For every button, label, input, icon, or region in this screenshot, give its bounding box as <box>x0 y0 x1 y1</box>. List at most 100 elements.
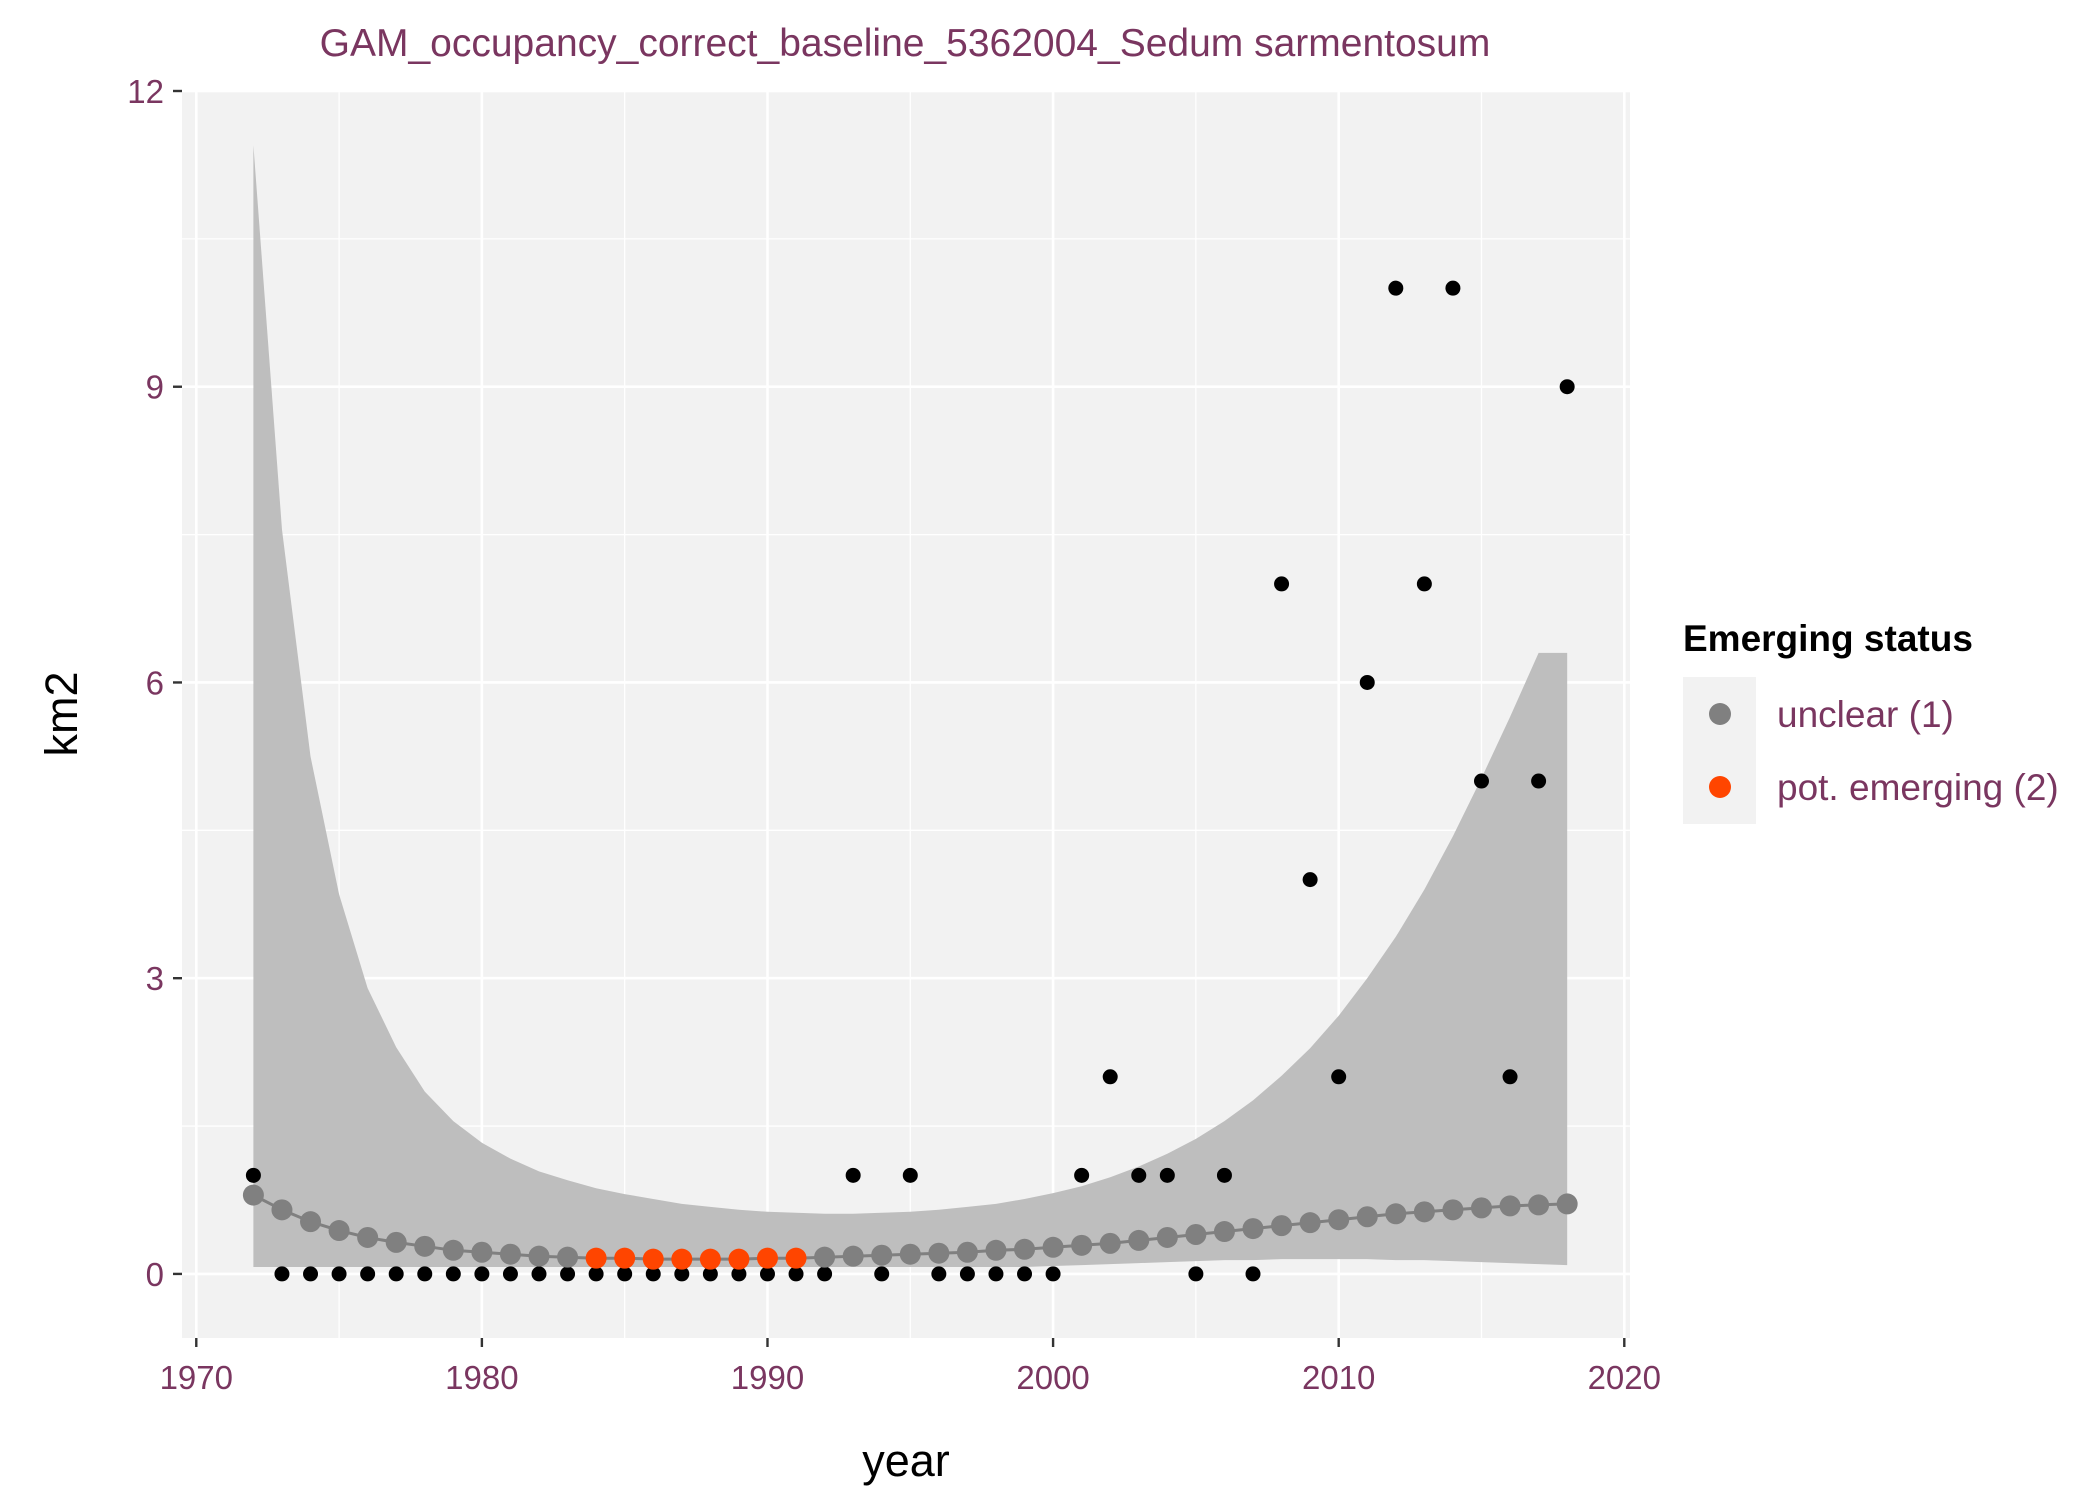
legend-title: Emerging status <box>1683 618 1973 659</box>
fit-point-unclear <box>871 1244 893 1266</box>
x-tick-label: 1980 <box>445 1359 518 1396</box>
x-axis: 1970 1980 1990 2000 2010 2020 <box>160 1338 1661 1396</box>
observed-points-layer <box>245 280 1575 1282</box>
observed-point <box>902 1167 918 1183</box>
fit-point-emerging <box>642 1248 664 1270</box>
fit-point-unclear <box>1213 1221 1235 1243</box>
grid-minor <box>182 91 1630 1338</box>
fit-point-unclear <box>1556 1193 1578 1215</box>
observed-point <box>1245 1266 1261 1282</box>
fit-point-unclear <box>1128 1229 1150 1251</box>
observed-point <box>474 1266 490 1282</box>
y-tick-label: 3 <box>146 960 164 997</box>
observed-point <box>702 1266 718 1282</box>
fit-point-unclear <box>1528 1194 1550 1216</box>
observed-point <box>874 1266 890 1282</box>
fit-point-unclear <box>300 1211 322 1233</box>
x-axis-label: year <box>862 1435 950 1486</box>
observed-point <box>617 1266 633 1282</box>
fit-point-unclear <box>1385 1203 1407 1225</box>
fit-point-unclear <box>414 1235 436 1257</box>
fit-point-emerging <box>728 1248 750 1270</box>
observed-point <box>1502 1069 1518 1085</box>
y-tick-label: 12 <box>127 73 164 110</box>
fit-point-unclear <box>1242 1218 1264 1240</box>
observed-point <box>1159 1167 1175 1183</box>
x-tick-label: 1990 <box>731 1359 804 1396</box>
observed-point <box>1416 576 1432 592</box>
fit-point-emerging <box>671 1248 693 1270</box>
observed-point <box>759 1266 775 1282</box>
fit-point-unclear <box>1042 1236 1064 1258</box>
fit-point-unclear <box>985 1239 1007 1261</box>
fit-point-unclear <box>271 1199 293 1221</box>
x-tick-label: 1970 <box>160 1359 233 1396</box>
fit-point-unclear <box>357 1226 379 1248</box>
observed-point <box>788 1266 804 1282</box>
observed-point <box>959 1266 975 1282</box>
observed-point <box>1473 773 1489 789</box>
fit-point-unclear <box>1499 1195 1521 1217</box>
fit-point-unclear <box>1271 1215 1293 1237</box>
y-tick-label: 0 <box>146 1256 164 1293</box>
chart-title: GAM_occupancy_correct_baseline_5362004_S… <box>320 22 1491 65</box>
legend: Emerging status unclear (1) pot. emergin… <box>1683 618 2059 824</box>
observed-point <box>1388 280 1404 296</box>
observed-point <box>1131 1167 1147 1183</box>
fit-point-emerging <box>585 1247 607 1269</box>
fit-point-emerging <box>756 1247 778 1269</box>
observed-point <box>417 1266 433 1282</box>
fit-point-unclear <box>1356 1206 1378 1228</box>
observed-point <box>1559 379 1575 395</box>
observed-point <box>817 1266 833 1282</box>
fit-point-unclear <box>814 1246 836 1268</box>
fit-point-unclear <box>842 1245 864 1267</box>
observed-point <box>445 1266 461 1282</box>
fit-point-unclear <box>1185 1223 1207 1245</box>
confidence-ribbon <box>253 145 1568 1268</box>
observed-point <box>303 1266 319 1282</box>
observed-point <box>1531 773 1547 789</box>
fit-point-unclear <box>471 1241 493 1263</box>
observed-point <box>360 1266 376 1282</box>
legend-label-emerging: pot. emerging (2) <box>1777 767 2059 808</box>
observed-point <box>988 1266 1004 1282</box>
fit-point-unclear <box>1442 1199 1464 1221</box>
fit-point-unclear <box>528 1245 550 1267</box>
x-tick-label: 2020 <box>1588 1359 1661 1396</box>
fit-point-unclear <box>1470 1197 1492 1219</box>
legend-key-emerging <box>1709 776 1731 798</box>
observed-point <box>331 1266 347 1282</box>
fit-point-unclear <box>1328 1209 1350 1231</box>
y-tick-label: 9 <box>146 369 164 406</box>
fit-point-unclear <box>928 1242 950 1264</box>
observed-point <box>1188 1266 1204 1282</box>
observed-point <box>502 1266 518 1282</box>
observed-point <box>1331 1069 1347 1085</box>
observed-point <box>1216 1167 1232 1183</box>
y-axis: 0 3 6 9 12 <box>127 73 182 1293</box>
legend-key-unclear <box>1709 703 1731 725</box>
fit-point-unclear <box>1299 1212 1321 1234</box>
x-tick-label: 2000 <box>1016 1359 1089 1396</box>
observed-point <box>845 1167 861 1183</box>
fit-point-unclear <box>442 1239 464 1261</box>
y-axis-label: km2 <box>36 671 87 756</box>
legend-label-unclear: unclear (1) <box>1777 694 1954 735</box>
y-tick-label: 6 <box>146 664 164 701</box>
fit-point-emerging <box>785 1247 807 1269</box>
x-tick-label: 2010 <box>1302 1359 1375 1396</box>
observed-point <box>1302 872 1318 888</box>
observed-point <box>388 1266 404 1282</box>
observed-point <box>1359 674 1375 690</box>
observed-point <box>560 1266 576 1282</box>
fit-point-unclear <box>899 1243 921 1265</box>
observed-point <box>1074 1167 1090 1183</box>
fit-point-emerging <box>614 1247 636 1269</box>
legend-key-background <box>1683 677 1756 824</box>
observed-point <box>1017 1266 1033 1282</box>
fit-point-unclear <box>328 1220 350 1242</box>
confidence-ribbon-layer <box>253 145 1568 1268</box>
observed-point <box>731 1266 747 1282</box>
fit-point-unclear <box>1071 1234 1093 1256</box>
